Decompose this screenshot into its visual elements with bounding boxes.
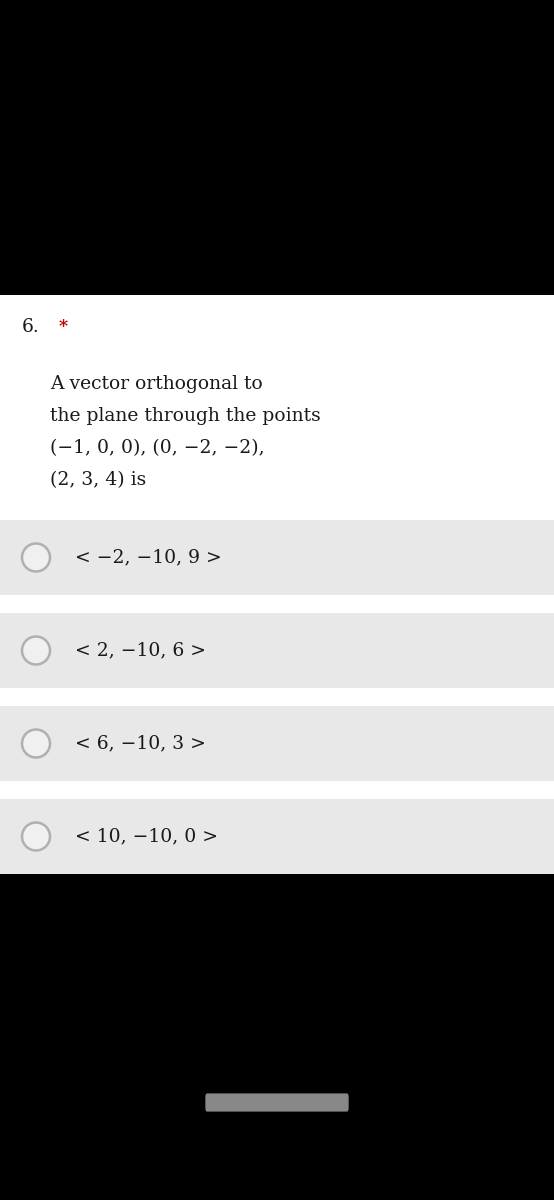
FancyBboxPatch shape — [0, 706, 554, 781]
Ellipse shape — [22, 636, 50, 665]
Ellipse shape — [22, 822, 50, 851]
FancyBboxPatch shape — [0, 0, 554, 295]
Text: A vector orthogonal to: A vector orthogonal to — [50, 374, 263, 392]
Text: (−1, 0, 0), (0, −2, −2),: (−1, 0, 0), (0, −2, −2), — [50, 439, 264, 457]
Ellipse shape — [22, 544, 50, 571]
FancyBboxPatch shape — [0, 613, 554, 688]
Text: < 10, −10, 0 >: < 10, −10, 0 > — [75, 828, 218, 846]
FancyBboxPatch shape — [0, 295, 554, 870]
Text: *: * — [58, 318, 67, 335]
FancyBboxPatch shape — [0, 799, 554, 874]
FancyBboxPatch shape — [0, 520, 554, 595]
FancyBboxPatch shape — [0, 870, 554, 1200]
Text: < 2, −10, 6 >: < 2, −10, 6 > — [75, 642, 206, 660]
Ellipse shape — [22, 730, 50, 757]
Text: < 6, −10, 3 >: < 6, −10, 3 > — [75, 734, 206, 752]
Text: 6.: 6. — [22, 318, 40, 336]
Text: the plane through the points: the plane through the points — [50, 407, 321, 425]
FancyBboxPatch shape — [206, 1093, 348, 1111]
Text: (2, 3, 4) is: (2, 3, 4) is — [50, 470, 146, 490]
Text: < −2, −10, 9 >: < −2, −10, 9 > — [75, 548, 222, 566]
